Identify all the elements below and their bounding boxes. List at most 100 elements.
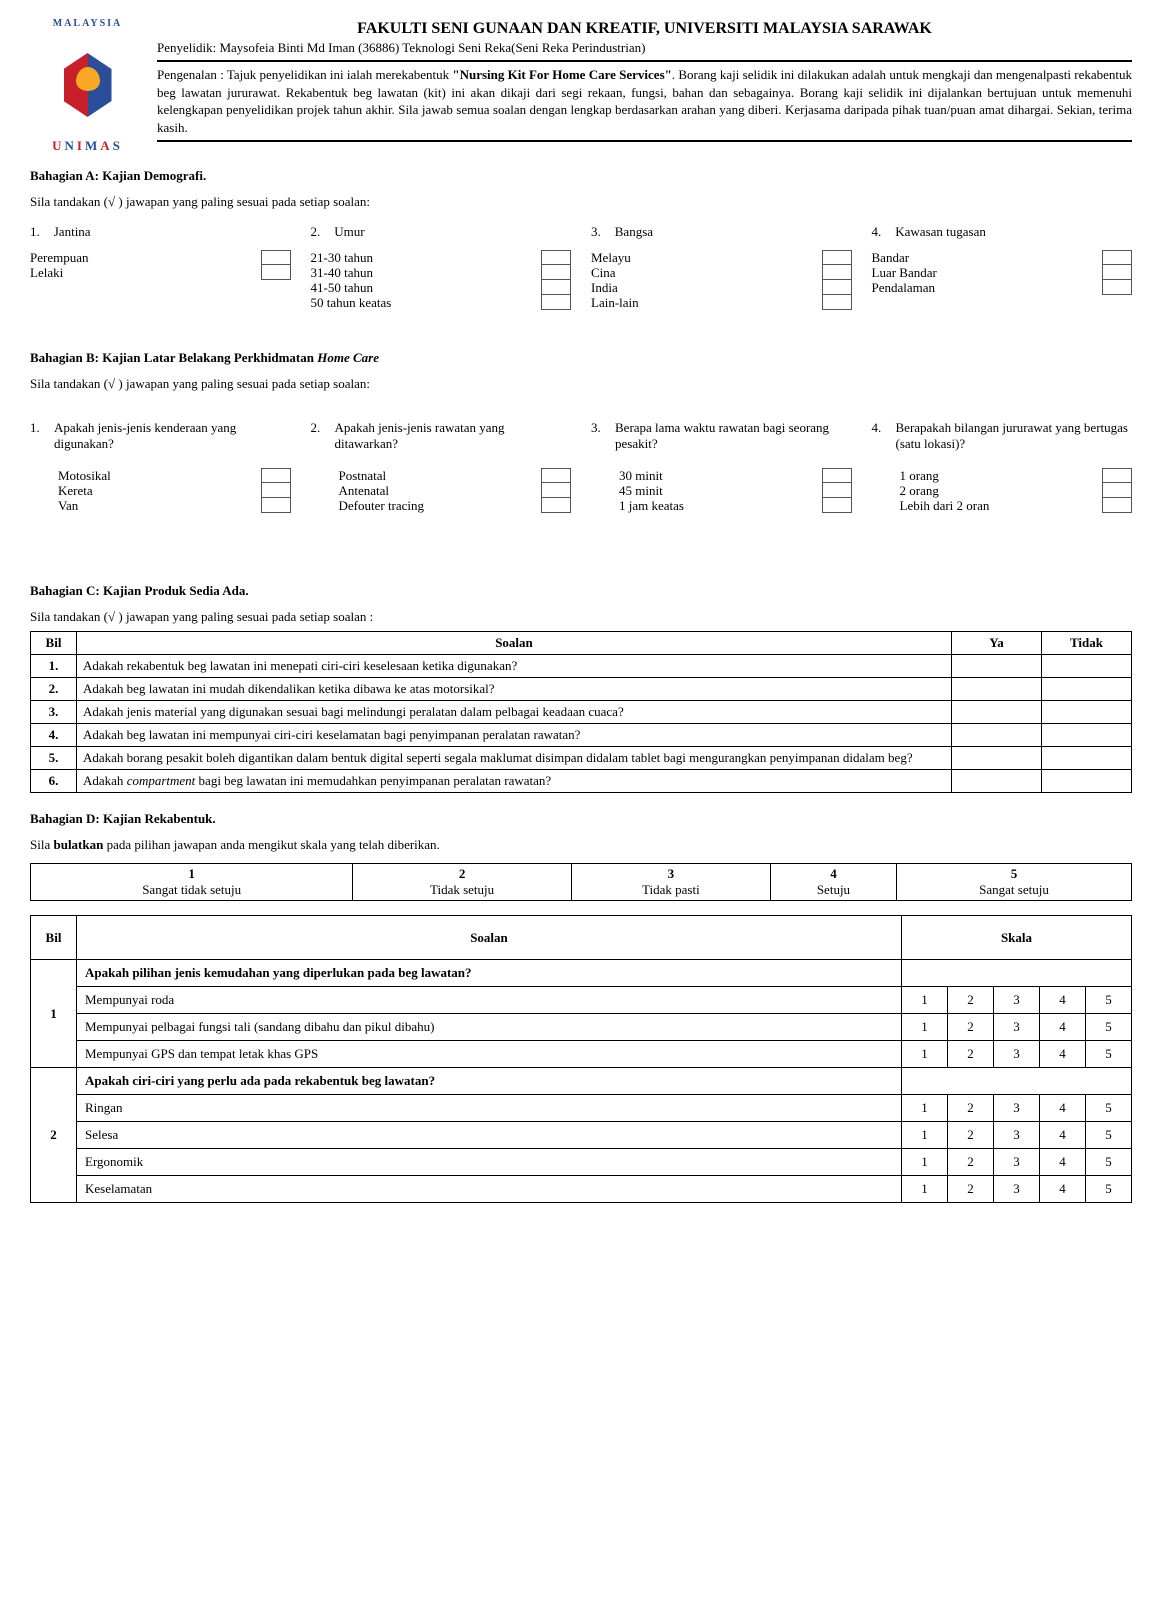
c-r6-ya[interactable] [952, 770, 1042, 793]
d-g2-n: 2 [31, 1068, 77, 1203]
scale-cell[interactable]: 3 [994, 987, 1040, 1014]
checkbox[interactable] [261, 250, 291, 265]
scale-cell[interactable]: 4 [1040, 1014, 1086, 1041]
checkbox[interactable] [541, 280, 571, 295]
section-c-instruction: Sila tandakan (√ ) jawapan yang paling s… [30, 609, 1132, 625]
checkbox[interactable] [261, 483, 291, 498]
scale-cell[interactable]: 1 [902, 1014, 948, 1041]
checkbox[interactable] [822, 295, 852, 310]
a-q3-opt0: Melayu [591, 250, 816, 265]
scale-cell[interactable]: 5 [1086, 987, 1132, 1014]
table-d: Bil Soalan Skala 1 Apakah pilihan jenis … [30, 915, 1132, 1203]
c-r5-tidak[interactable] [1042, 747, 1132, 770]
scale-cell[interactable]: 4 [1040, 1176, 1086, 1203]
checkbox[interactable] [1102, 483, 1132, 498]
scale-cell[interactable]: 1 [902, 987, 948, 1014]
c-r3-tidak[interactable] [1042, 701, 1132, 724]
a-q4-opt0: Bandar [872, 250, 1097, 265]
scale-cell[interactable]: 2 [948, 1014, 994, 1041]
table-row: 2 Apakah ciri-ciri yang perlu ada pada r… [31, 1068, 1132, 1095]
b-q1-opt0: Motosikal [58, 468, 255, 483]
d-g2-i2: Ergonomik [77, 1149, 902, 1176]
scale-cell[interactable]: 5 [1086, 1095, 1132, 1122]
c-r2-ya[interactable] [952, 678, 1042, 701]
d-g1-i1: Mempunyai pelbagai fungsi tali (sandang … [77, 1014, 902, 1041]
th-soalan: Soalan [77, 632, 952, 655]
c-r6-tidak[interactable] [1042, 770, 1132, 793]
d-g1-blank [902, 960, 1132, 987]
checkbox[interactable] [541, 498, 571, 513]
scale-cell[interactable]: 3 [994, 1149, 1040, 1176]
checkbox[interactable] [541, 295, 571, 310]
c-r4-ya[interactable] [952, 724, 1042, 747]
checkbox[interactable] [261, 468, 291, 483]
checkbox[interactable] [822, 250, 852, 265]
researcher-line: Penyelidik: Maysofeia Binti Md Iman (368… [157, 40, 1132, 56]
checkbox[interactable] [822, 280, 852, 295]
unimas-logo: MALAYSIA UNIMAS [30, 20, 145, 150]
checkbox[interactable] [1102, 498, 1132, 513]
b-q2-opt2: Defouter tracing [339, 498, 536, 513]
checkbox[interactable] [261, 265, 291, 280]
c-r3-ya[interactable] [952, 701, 1042, 724]
scale-cell[interactable]: 1 [902, 1176, 948, 1203]
scale-cell[interactable]: 3 [994, 1176, 1040, 1203]
checkbox[interactable] [1102, 250, 1132, 265]
scale-cell[interactable]: 5 [1086, 1014, 1132, 1041]
checkbox[interactable] [1102, 468, 1132, 483]
scale-cell[interactable]: 4 [1040, 1149, 1086, 1176]
scale-cell[interactable]: 5 [1086, 1176, 1132, 1203]
b-q3-opt1: 45 minit [619, 483, 816, 498]
checkbox[interactable] [822, 483, 852, 498]
checkbox[interactable] [822, 498, 852, 513]
scale-cell[interactable]: 3 [994, 1095, 1040, 1122]
scale-cell[interactable]: 2 [948, 1149, 994, 1176]
c-r5-q: Adakah borang pesakit boleh digantikan d… [77, 747, 952, 770]
d-g1-i2: Mempunyai GPS dan tempat letak khas GPS [77, 1041, 902, 1068]
b-q2-num: 2. [311, 420, 325, 452]
scale-cell[interactable]: 1 [902, 1149, 948, 1176]
c-r2-tidak[interactable] [1042, 678, 1132, 701]
checkbox[interactable] [1102, 265, 1132, 280]
scale-cell[interactable]: 3 [994, 1041, 1040, 1068]
checkbox[interactable] [1102, 280, 1132, 295]
checkbox[interactable] [541, 483, 571, 498]
c-r5-ya[interactable] [952, 747, 1042, 770]
scale-cell[interactable]: 2 [948, 1122, 994, 1149]
c-r1-tidak[interactable] [1042, 655, 1132, 678]
checkbox[interactable] [261, 498, 291, 513]
scale-cell[interactable]: 4 [1040, 1122, 1086, 1149]
scale-cell[interactable]: 5 [1086, 1122, 1132, 1149]
table-row: Mempunyai roda12345 [31, 987, 1132, 1014]
checkbox[interactable] [541, 250, 571, 265]
scale-cell[interactable]: 2 [948, 1041, 994, 1068]
a-q2-opt1: 31-40 tahun [311, 265, 536, 280]
scale-cell[interactable]: 2 [948, 987, 994, 1014]
checkbox[interactable] [822, 468, 852, 483]
scale-cell[interactable]: 5 [1086, 1149, 1132, 1176]
checkbox[interactable] [541, 468, 571, 483]
scale-cell[interactable]: 4 [1040, 1095, 1086, 1122]
scale-cell[interactable]: 3 [994, 1014, 1040, 1041]
c-r4-tidak[interactable] [1042, 724, 1132, 747]
checkbox[interactable] [822, 265, 852, 280]
scale-cell[interactable]: 1 [902, 1122, 948, 1149]
c-r1-ya[interactable] [952, 655, 1042, 678]
scale-cell[interactable]: 4 [1040, 1041, 1086, 1068]
scale-cell[interactable]: 5 [1086, 1041, 1132, 1068]
scale-cell[interactable]: 1 [902, 1095, 948, 1122]
scale-cell[interactable]: 4 [1040, 987, 1086, 1014]
scale-cell[interactable]: 2 [948, 1176, 994, 1203]
legend-5: 5Sangat setuju [897, 864, 1132, 901]
table-row: Keselamatan12345 [31, 1176, 1132, 1203]
a-q1: 1.Jantina Perempuan Lelaki [30, 224, 291, 310]
table-c-header-row: Bil Soalan Ya Tidak [31, 632, 1132, 655]
scale-cell[interactable]: 2 [948, 1095, 994, 1122]
thd-skala: Skala [902, 916, 1132, 960]
table-row: 3.Adakah jenis material yang digunakan s… [31, 701, 1132, 724]
a-q3-label: Bangsa [615, 224, 653, 240]
scale-cell[interactable]: 1 [902, 1041, 948, 1068]
checkbox[interactable] [541, 265, 571, 280]
logo-text-top: MALAYSIA [30, 18, 145, 29]
scale-cell[interactable]: 3 [994, 1122, 1040, 1149]
